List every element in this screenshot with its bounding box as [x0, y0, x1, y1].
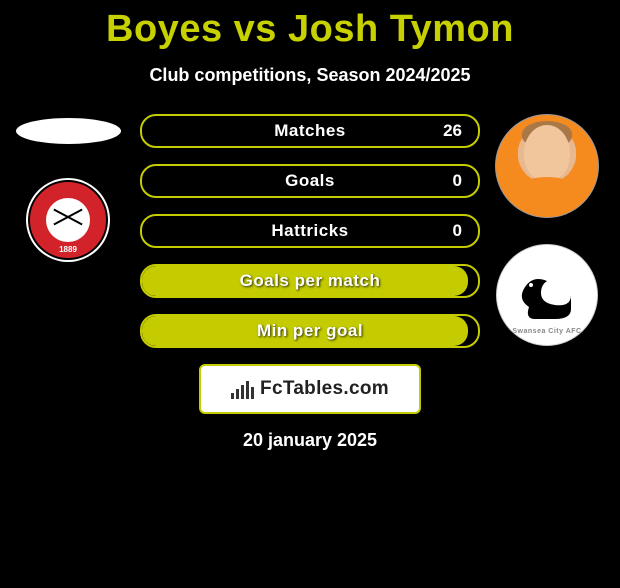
- chart-icon: [231, 379, 254, 399]
- left-player-photo-placeholder: [16, 118, 121, 144]
- stat-label: Min per goal: [142, 321, 478, 341]
- comparison-panel: 1889 Swansea City AFC Matches26Goals0Hat…: [0, 114, 620, 451]
- stat-label: Hattricks: [142, 221, 478, 241]
- crest-club-name: Swansea City AFC: [497, 328, 597, 335]
- right-player-column: Swansea City AFC: [492, 114, 602, 346]
- page-subtitle: Club competitions, Season 2024/2025: [0, 65, 620, 86]
- watermark-box: FcTables.com: [199, 364, 421, 414]
- left-player-column: 1889: [8, 114, 128, 262]
- stat-row: Min per goal: [140, 314, 480, 348]
- crest-swords-icon: [46, 198, 90, 242]
- stat-label: Matches: [142, 121, 478, 141]
- stat-row: Goals0: [140, 164, 480, 198]
- right-club-crest: Swansea City AFC: [496, 244, 598, 346]
- crest-year: 1889: [30, 245, 106, 254]
- right-player-photo: [495, 114, 599, 218]
- stat-value-right: 0: [453, 216, 462, 246]
- stat-value-right: 26: [443, 116, 462, 146]
- footer-date: 20 january 2025: [0, 430, 620, 451]
- stat-row: Hattricks0: [140, 214, 480, 248]
- left-club-crest: 1889: [26, 178, 110, 262]
- watermark-text: FcTables.com: [260, 378, 389, 400]
- swan-icon: [511, 259, 583, 331]
- stat-label: Goals: [142, 171, 478, 191]
- stats-list: Matches26Goals0Hattricks0Goals per match…: [140, 114, 480, 348]
- stat-row: Matches26: [140, 114, 480, 148]
- stat-label: Goals per match: [142, 271, 478, 291]
- stat-row: Goals per match: [140, 264, 480, 298]
- page-title: Boyes vs Josh Tymon: [0, 8, 620, 51]
- stat-value-right: 0: [453, 166, 462, 196]
